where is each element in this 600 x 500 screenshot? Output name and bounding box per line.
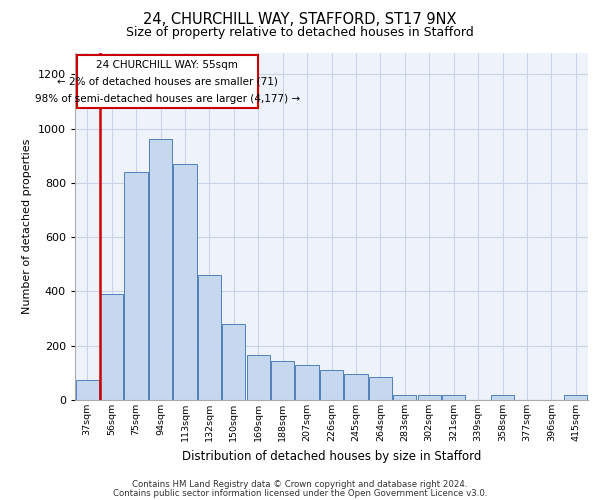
Text: Contains public sector information licensed under the Open Government Licence v3: Contains public sector information licen… <box>113 488 487 498</box>
Bar <box>295 364 319 400</box>
Bar <box>320 370 343 400</box>
Bar <box>149 140 172 400</box>
Bar <box>344 374 368 400</box>
Text: 98% of semi-detached houses are larger (4,177) →: 98% of semi-detached houses are larger (… <box>35 94 300 104</box>
X-axis label: Distribution of detached houses by size in Stafford: Distribution of detached houses by size … <box>182 450 481 462</box>
Bar <box>100 294 123 400</box>
Bar <box>369 377 392 400</box>
FancyBboxPatch shape <box>77 55 258 108</box>
Text: 24 CHURCHILL WAY: 55sqm: 24 CHURCHILL WAY: 55sqm <box>97 60 238 70</box>
Bar <box>76 380 99 400</box>
Bar <box>271 360 294 400</box>
Bar <box>442 395 465 400</box>
Text: ← 2% of detached houses are smaller (71): ← 2% of detached houses are smaller (71) <box>57 77 278 87</box>
Bar <box>247 355 270 400</box>
Bar <box>418 395 441 400</box>
Text: 24, CHURCHILL WAY, STAFFORD, ST17 9NX: 24, CHURCHILL WAY, STAFFORD, ST17 9NX <box>143 12 457 28</box>
Bar <box>393 395 416 400</box>
Y-axis label: Number of detached properties: Number of detached properties <box>22 138 32 314</box>
Bar <box>222 324 245 400</box>
Text: Contains HM Land Registry data © Crown copyright and database right 2024.: Contains HM Land Registry data © Crown c… <box>132 480 468 489</box>
Bar <box>198 275 221 400</box>
Text: Size of property relative to detached houses in Stafford: Size of property relative to detached ho… <box>126 26 474 39</box>
Bar <box>124 172 148 400</box>
Bar <box>173 164 197 400</box>
Bar <box>564 395 587 400</box>
Bar <box>491 395 514 400</box>
